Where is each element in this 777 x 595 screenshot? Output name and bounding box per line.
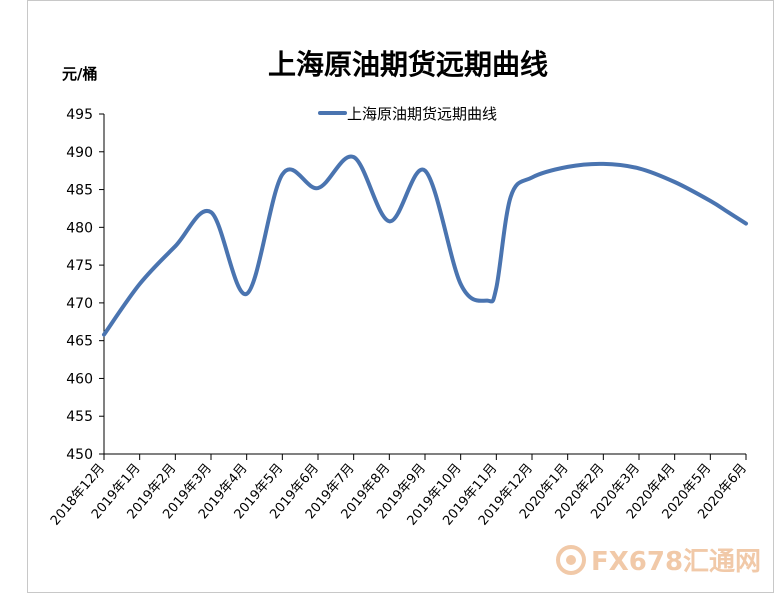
series-line [102,154,748,337]
y-tick-labels: 450 455 460 465 470 475 480 485 490 495 [66,107,93,463]
y-axis-unit-label: 元/桶 [62,65,97,83]
axes [99,113,747,460]
y-tick-label: 470 [66,296,93,312]
y-tick-label: 490 [66,145,93,161]
y-tick-label: 450 [66,447,93,463]
y-tick-label: 465 [66,334,93,350]
legend: 上海原油期货远期曲线 [318,105,497,123]
y-tick-label: 485 [66,183,93,199]
legend-label: 上海原油期货远期曲线 [347,105,497,123]
watermark-brand: FX678 [591,547,683,577]
y-tick-label: 460 [66,371,93,387]
watermark: FX678 汇通网 [556,545,761,577]
y-tick-label: 495 [66,107,93,123]
chart-title: 上海原油期货远期曲线 [268,48,548,81]
series-layer [102,154,748,337]
y-tick-label: 455 [66,409,93,425]
watermark-brand-cn: 汇通网 [683,547,761,577]
y-tick-label: 480 [66,220,93,236]
chart-frame [27,0,774,593]
y-tick-label: 475 [66,258,93,274]
watermark-logo-icon [556,545,586,575]
x-tick-labels: 2018年12月2019年1月2019年2月2019年3月2019年4月2019… [48,461,750,529]
